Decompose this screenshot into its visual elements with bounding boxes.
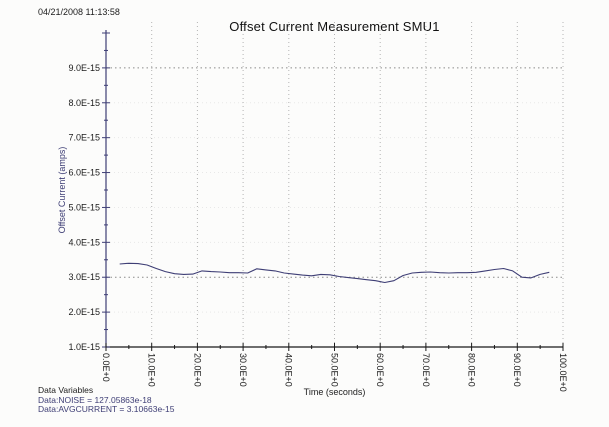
data-variables-heading: Data Variables — [38, 385, 94, 395]
x-tick-label: 30.0E+0 — [238, 353, 248, 387]
timestamp: 04/21/2008 11:13:58 — [38, 7, 120, 17]
x-tick-label: 60.0E+0 — [375, 353, 385, 387]
y-tick-label: 9.0E-15 — [68, 63, 100, 73]
x-tick-label: 10.0E+0 — [147, 353, 157, 387]
y-axis-title: Offset Current (amps) — [57, 146, 67, 234]
data-noise-value: Data:NOISE = 127.05863e-18 — [38, 394, 152, 405]
data-variables-block: Data Variables Data:NOISE = 127.05863e-1… — [38, 385, 175, 415]
x-tick-label: 40.0E+0 — [284, 353, 294, 387]
y-tick-label: 2.0E-15 — [68, 307, 100, 317]
x-tick-label: 20.0E+0 — [192, 353, 202, 387]
x-tick-label: 100.0E+0 — [558, 353, 568, 392]
x-tick-label: 80.0E+0 — [466, 353, 476, 387]
data-line — [119, 262, 550, 284]
y-tick-label: 5.0E-15 — [68, 202, 100, 212]
x-tick-label: 90.0E+0 — [512, 353, 522, 387]
y-tick-label: 1.0E-15 — [68, 342, 100, 352]
y-tick-label: 8.0E-15 — [68, 98, 100, 108]
y-tick-label: 7.0E-15 — [68, 133, 100, 143]
y-tick-label: 3.0E-15 — [68, 272, 100, 282]
x-tick-label: 70.0E+0 — [421, 353, 431, 387]
x-axis-title: Time (seconds) — [303, 387, 366, 397]
y-tick-label: 4.0E-15 — [68, 237, 100, 247]
x-tick-label: 0.0E+0 — [101, 353, 111, 382]
x-tick-label: 50.0E+0 — [329, 353, 339, 387]
y-tick-label: 6.0E-15 — [68, 168, 100, 178]
data-avgcurrent-value: Data:AVGCURRENT = 3.10663e-15 — [38, 404, 175, 414]
